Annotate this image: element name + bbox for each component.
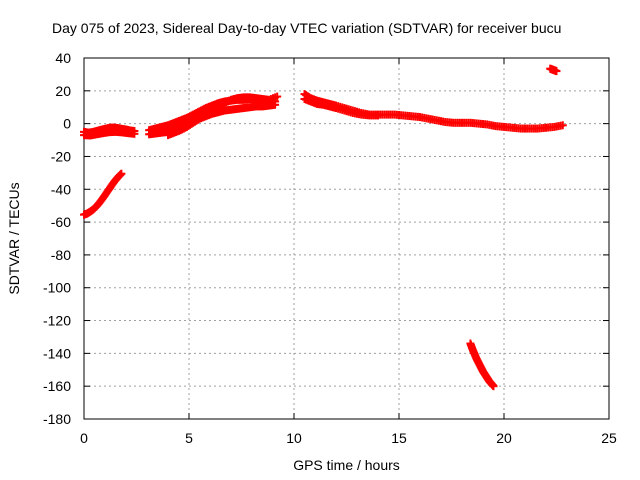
- y-tick-label: -20: [51, 148, 71, 164]
- axes: [83, 57, 610, 420]
- data-point: [273, 92, 282, 101]
- x-tick-label: 20: [496, 430, 512, 446]
- y-tick-label: -180: [43, 411, 71, 427]
- chart-title: Day 075 of 2023, Sidereal Day-to-day VTE…: [52, 20, 561, 36]
- y-tick-label: -140: [43, 345, 71, 361]
- y-tick-label: -80: [51, 247, 71, 263]
- plot-frame: [83, 57, 610, 420]
- x-tick-label: 5: [185, 430, 193, 446]
- data-points: [80, 64, 567, 391]
- x-tick-labels: 0 5 10 15 20 25: [80, 430, 617, 446]
- y-tick-label: -100: [43, 280, 71, 296]
- y-tick-label: -40: [51, 181, 71, 197]
- series-late-descent: [466, 339, 498, 391]
- series-late-outlier: [546, 64, 561, 76]
- y-tick-labels: 40 20 0 -20 -40 -60 -80 -100 -120 -140 -160 -180: [43, 50, 71, 427]
- x-tick-label: 0: [80, 430, 88, 446]
- x-tick-label: 10: [286, 430, 302, 446]
- x-tick-label: 25: [601, 430, 617, 446]
- data-point: [558, 121, 567, 130]
- y-tick-label: 20: [55, 83, 71, 99]
- series-midday-band-b: [300, 95, 382, 120]
- y-tick-label: 40: [55, 50, 71, 66]
- data-point: [117, 169, 126, 178]
- data-point: [374, 111, 382, 120]
- data-point: [489, 382, 498, 391]
- data-point: [130, 129, 139, 138]
- series-morning-band-c: [164, 92, 282, 140]
- data-point: [552, 67, 561, 76]
- y-axis-label: SDTVAR / TECUs: [6, 182, 22, 294]
- x-axis-label: GPS time / hours: [293, 457, 400, 473]
- x-tick-label: 15: [391, 430, 407, 446]
- series-midday: [300, 90, 567, 133]
- y-tick-label: -160: [43, 378, 71, 394]
- y-tick-label: -60: [51, 214, 71, 230]
- y-tick-label: -120: [43, 313, 71, 329]
- series-early-band-b: [80, 127, 139, 140]
- y-tick-label: 0: [63, 116, 71, 132]
- series-early-descent: [80, 169, 126, 219]
